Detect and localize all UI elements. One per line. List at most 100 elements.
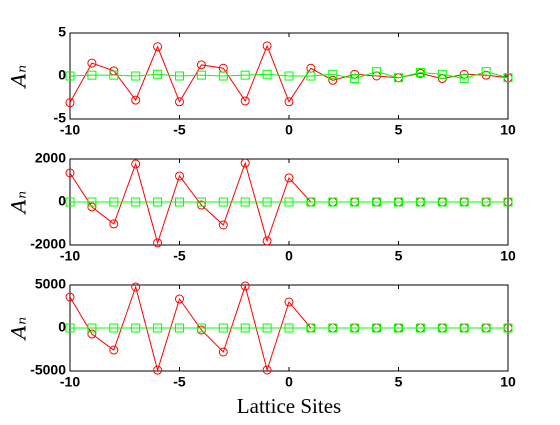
square-marker [284, 323, 294, 333]
square-marker [87, 70, 97, 80]
circle-marker [175, 97, 184, 107]
square-marker [459, 323, 469, 333]
square-marker [109, 197, 119, 207]
circle-marker [65, 168, 75, 178]
square-marker [415, 197, 425, 207]
x-tick-label: -10 [60, 374, 80, 390]
square-marker [65, 197, 75, 207]
square-marker [394, 197, 403, 207]
square-marker [153, 323, 163, 333]
circle-marker [284, 173, 294, 183]
square-marker [394, 73, 403, 83]
square-marker [196, 70, 206, 80]
square-marker [153, 197, 163, 207]
circle-marker [262, 236, 272, 246]
square-marker [372, 67, 382, 77]
square-marker [328, 323, 338, 333]
x-tick-label: -10 [60, 122, 80, 138]
circle-marker [284, 97, 294, 107]
square-marker [415, 323, 425, 333]
square-marker [350, 74, 360, 84]
y-tick-label: -5000 [30, 362, 66, 378]
square-marker [109, 323, 119, 333]
x-tick-label: 0 [285, 374, 293, 390]
circle-marker [175, 171, 184, 181]
y-tick-label: 0 [58, 319, 66, 335]
circle-marker [87, 58, 97, 68]
circle-marker [131, 282, 141, 292]
x-tick-label: -5 [173, 122, 186, 138]
square-marker [131, 71, 141, 81]
circle-marker [218, 220, 228, 230]
square-marker [109, 70, 119, 80]
circle-marker [262, 41, 272, 51]
square-marker [218, 197, 228, 207]
y-axis-label: Aₙ [7, 65, 31, 90]
circle-marker [109, 219, 119, 229]
square-marker [87, 197, 97, 207]
x-tick-label: 10 [500, 374, 516, 390]
square-marker [481, 67, 491, 77]
square-marker [503, 197, 513, 207]
square-marker [262, 69, 272, 79]
series-line [69, 71, 509, 80]
y-tick-label: -5 [54, 110, 67, 126]
square-marker [175, 71, 184, 81]
x-tick-label: 10 [500, 122, 516, 138]
square-marker [65, 323, 75, 333]
circle-marker [87, 329, 97, 339]
square-marker [306, 197, 316, 207]
square-marker [481, 323, 491, 333]
x-tick-label: 5 [395, 374, 403, 390]
circle-marker [153, 365, 163, 375]
square-marker [218, 71, 228, 81]
y-tick-label: 0 [58, 67, 66, 83]
circle-marker [131, 159, 141, 169]
x-tick-label: 5 [395, 122, 403, 138]
y-tick-label: -2000 [30, 236, 66, 252]
square-marker [459, 197, 469, 207]
circle-marker [153, 238, 163, 248]
square-marker [306, 323, 316, 333]
square-marker [240, 323, 250, 333]
x-tick-label: -10 [60, 248, 80, 264]
square-marker [218, 323, 228, 333]
circle-marker [65, 98, 75, 108]
y-tick-label: 5 [58, 24, 66, 40]
y-tick-label: 2000 [35, 150, 66, 166]
circle-marker [240, 281, 250, 291]
square-marker [240, 197, 250, 207]
square-marker [306, 71, 316, 81]
square-marker [415, 68, 425, 78]
circle-marker [65, 292, 75, 302]
square-marker [503, 323, 513, 333]
y-axis-label: Aₙ [7, 191, 31, 216]
square-marker [175, 197, 184, 207]
square-marker [131, 323, 141, 333]
square-marker [394, 323, 403, 333]
square-marker [437, 69, 447, 79]
square-marker [328, 69, 338, 79]
circle-marker [240, 96, 250, 106]
square-marker [284, 197, 294, 207]
x-tick-label: 0 [285, 122, 293, 138]
square-marker [196, 323, 206, 333]
circle-marker [328, 75, 338, 85]
circle-marker [196, 60, 206, 70]
square-marker [262, 323, 272, 333]
square-marker [372, 197, 382, 207]
circle-marker [218, 347, 228, 357]
x-tick-label: -5 [173, 374, 186, 390]
square-marker [240, 70, 250, 80]
square-marker [87, 323, 97, 333]
circle-marker [153, 42, 163, 52]
x-axis-label: Lattice Sites [237, 394, 341, 418]
square-marker [175, 323, 184, 333]
x-tick-label: -5 [173, 248, 186, 264]
circle-marker [109, 345, 119, 355]
y-tick-label: 5000 [35, 276, 66, 292]
x-tick-label: 0 [285, 248, 293, 264]
square-marker [437, 197, 447, 207]
square-marker [437, 323, 447, 333]
square-marker [459, 74, 469, 84]
